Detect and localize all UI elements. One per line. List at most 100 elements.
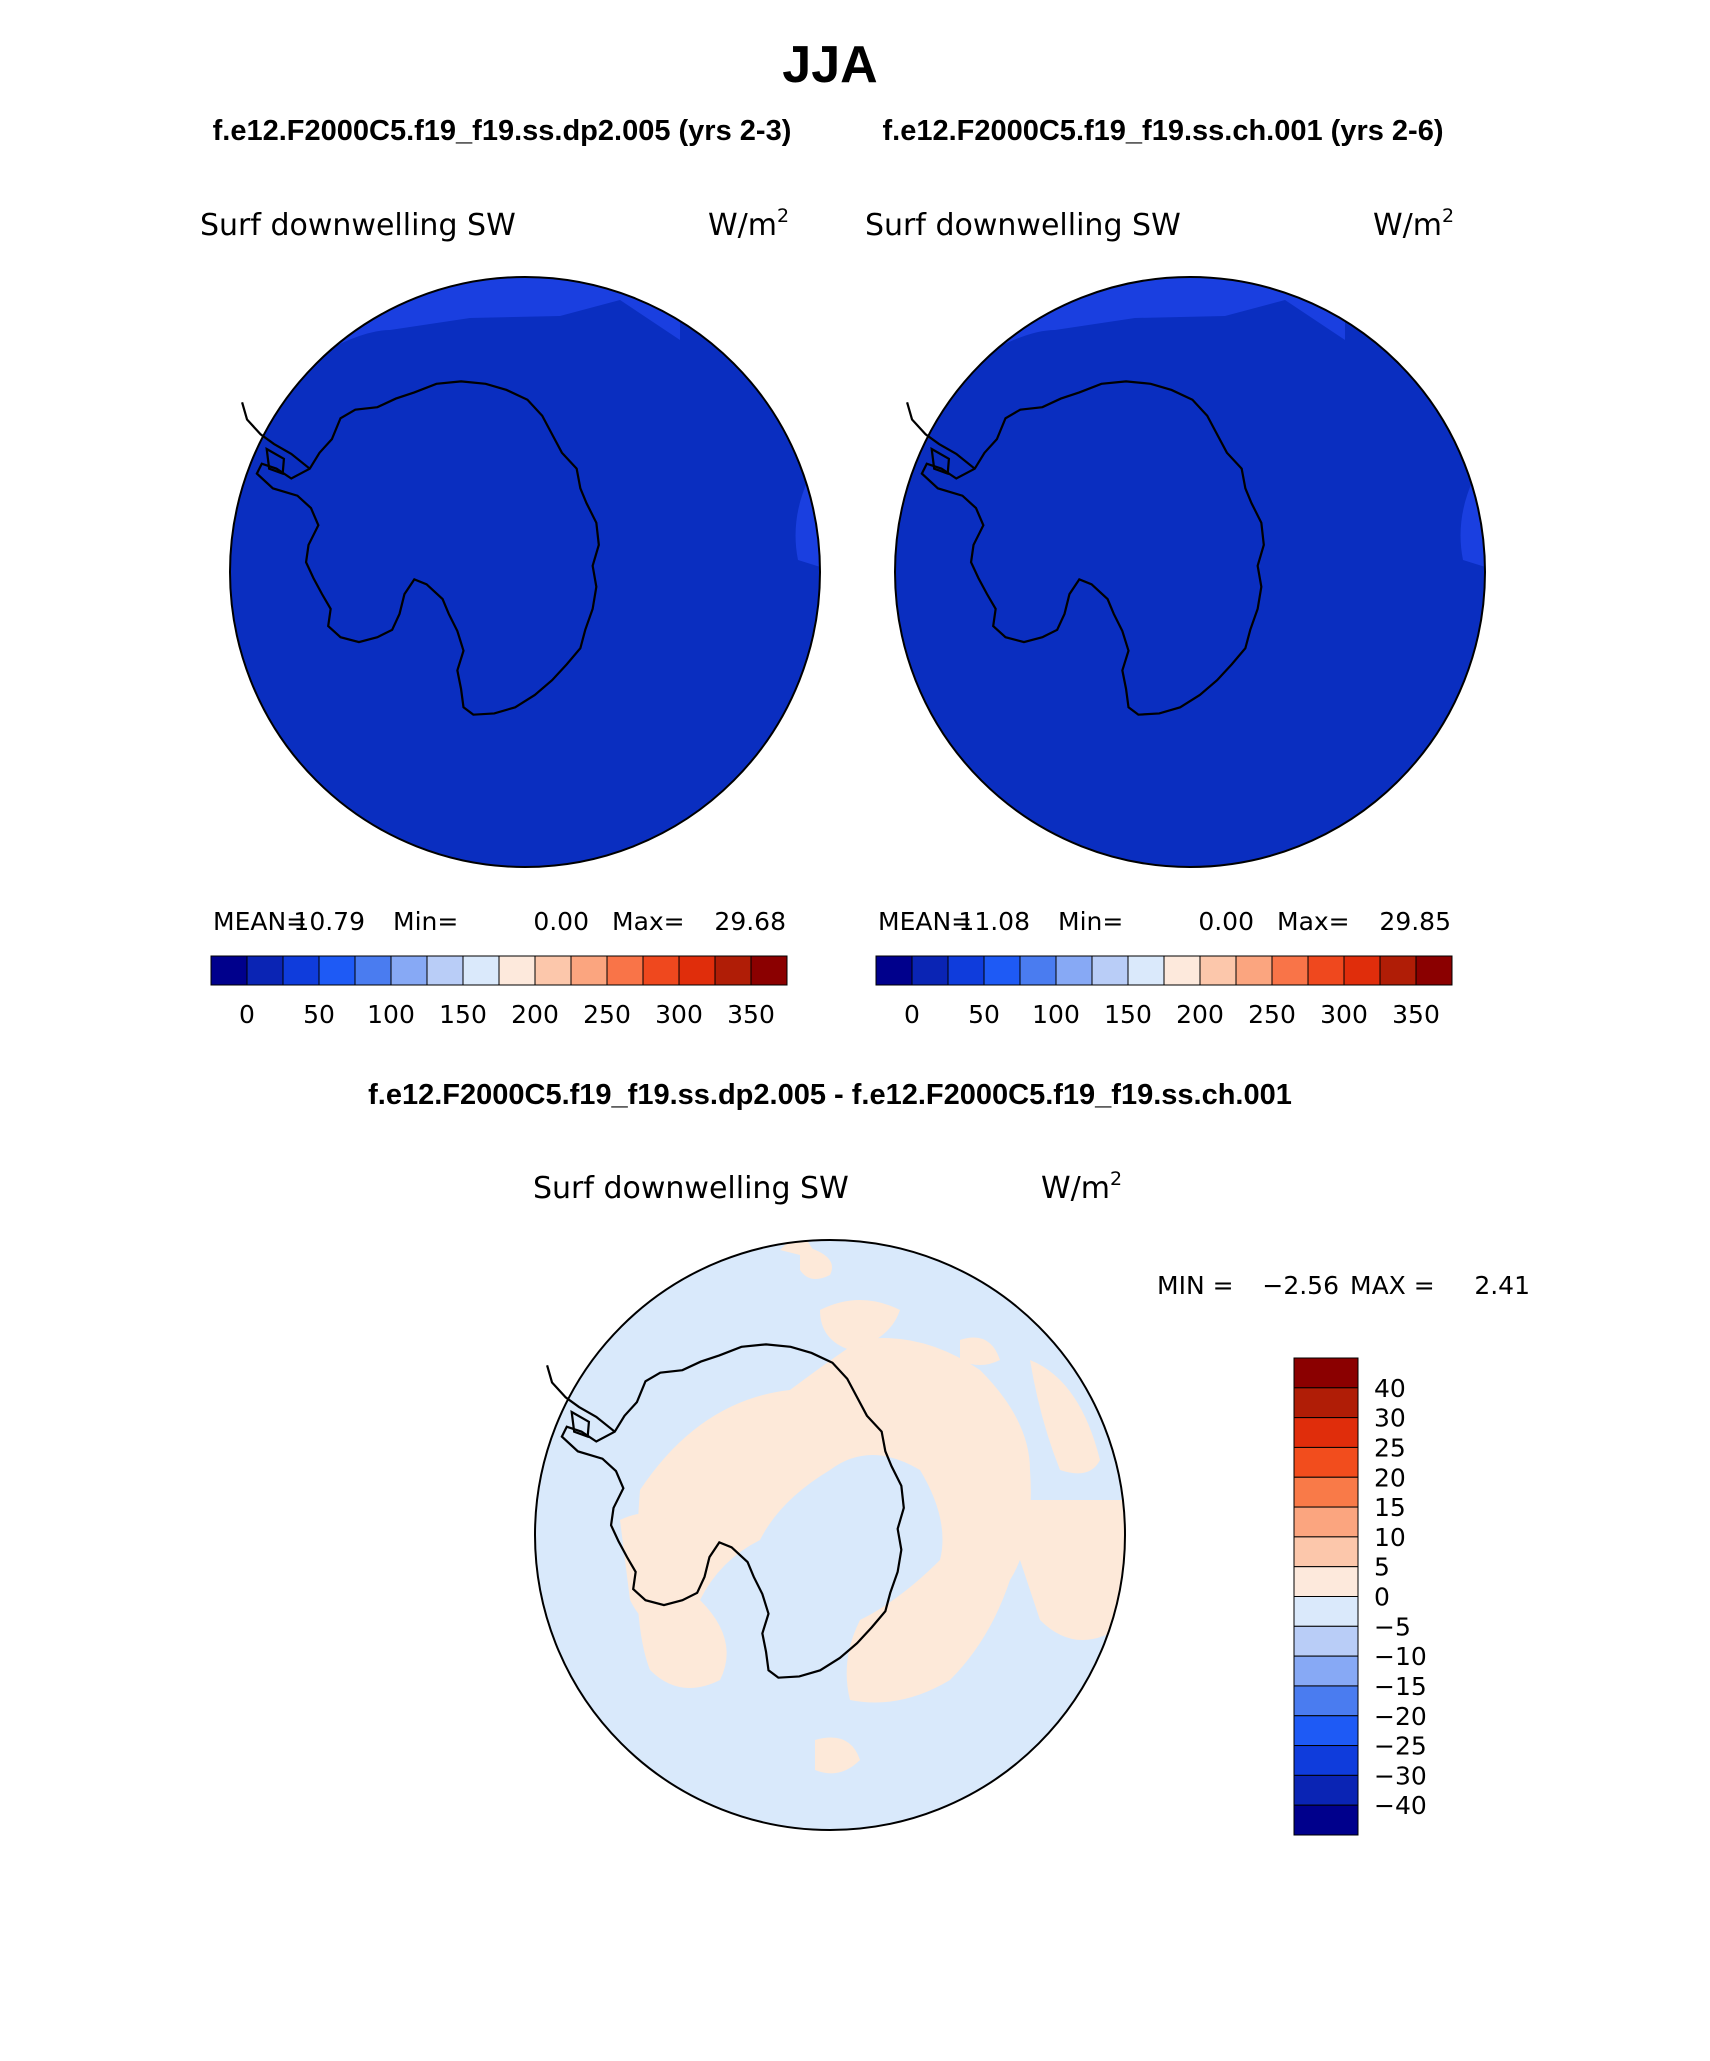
colorbar-swatch xyxy=(462,955,500,986)
legend-label: 25 xyxy=(1374,1433,1406,1462)
colorbar-tick-label: 300 xyxy=(1320,1000,1368,1029)
colorbar-tick-label: 200 xyxy=(1176,1000,1224,1029)
stats-line: MEAN= 11.08 Min= 0.00 Max= 29.85 xyxy=(878,907,1451,936)
colorbar-tick-label: 0 xyxy=(239,1000,255,1029)
colorbar-swatch xyxy=(1091,955,1129,986)
svg-text:11.08: 11.08 xyxy=(958,907,1030,936)
legend-swatch xyxy=(1293,1715,1359,1747)
svg-text:0.00: 0.00 xyxy=(533,907,589,936)
colorbar-tick-label: 150 xyxy=(439,1000,487,1029)
colorbar-swatch xyxy=(1271,955,1309,986)
colorbar-left: 0 50 100 150 200 250 300 350 xyxy=(210,955,788,1029)
legend-label: −15 xyxy=(1374,1672,1427,1701)
units-label: W/m2 xyxy=(708,205,789,243)
legend-swatch xyxy=(1293,1804,1359,1836)
svg-text:MIN =: MIN = xyxy=(1157,1271,1234,1300)
legend-label: −10 xyxy=(1374,1642,1427,1671)
colorbar-swatch xyxy=(246,955,284,986)
map-field xyxy=(895,277,1485,867)
legend-label: −25 xyxy=(1374,1732,1427,1761)
legend-swatch xyxy=(1293,1476,1359,1508)
colorbar-tick-label: 300 xyxy=(655,1000,703,1029)
svg-text:MAX =: MAX = xyxy=(1350,1271,1435,1300)
map-border xyxy=(534,1239,1126,1831)
units-label: W/m2 xyxy=(1373,205,1454,243)
legend-label: 0 xyxy=(1374,1583,1390,1612)
colorbar-tick-label: 250 xyxy=(583,1000,631,1029)
colorbar-tick-label: 0 xyxy=(904,1000,920,1029)
legend-swatch xyxy=(1293,1745,1359,1776)
colorbar-swatch xyxy=(983,955,1021,986)
legend-label: 5 xyxy=(1374,1553,1390,1582)
colorbar-tick-label: 200 xyxy=(511,1000,559,1029)
legend-swatch xyxy=(1293,1655,1359,1687)
colorbar-swatch xyxy=(750,955,788,986)
legend-label: −40 xyxy=(1374,1791,1427,1820)
svg-text:MEAN=: MEAN= xyxy=(878,907,972,936)
colorbar-swatch xyxy=(1199,955,1237,986)
legend-swatch xyxy=(1293,1566,1359,1597)
colorbar-tick-label: 100 xyxy=(1032,1000,1080,1029)
map-field-edge-east xyxy=(1460,470,1485,570)
legend-swatch xyxy=(1293,1357,1359,1389)
colorbar-tick-label: 250 xyxy=(1248,1000,1296,1029)
legend-label: −20 xyxy=(1374,1702,1427,1731)
map-field-edge-east xyxy=(795,470,820,570)
colorbar-tick-label: 50 xyxy=(303,1000,335,1029)
colorbar-tick-label: 50 xyxy=(968,1000,1000,1029)
colorbar-swatch xyxy=(1307,955,1345,986)
colorbar-swatch xyxy=(642,955,680,986)
variable-label: Surf downwelling SW xyxy=(533,1171,849,1206)
colorbar-swatch xyxy=(1019,955,1057,986)
legend-swatch xyxy=(1293,1774,1359,1806)
map-panel-right: Surf downwelling SW W/m2 MEAN= 11.08 Min… xyxy=(865,205,1486,1029)
colorbar-swatch xyxy=(1415,955,1453,986)
colorbar-swatch xyxy=(911,955,949,986)
variable-label: Surf downwelling SW xyxy=(200,208,516,243)
legend-swatch xyxy=(1293,1625,1359,1657)
legend-label: −5 xyxy=(1374,1612,1411,1641)
legend-label: −30 xyxy=(1374,1761,1427,1790)
svg-text:10.79: 10.79 xyxy=(293,907,365,936)
colorbar-swatch xyxy=(318,955,356,986)
colorbar-swatch xyxy=(1343,955,1381,986)
colorbar-swatch xyxy=(426,955,464,986)
map-panel-diff: Surf downwelling SW W/m2 MIN = −2.56 MA xyxy=(533,1168,1530,1836)
legend-label: 10 xyxy=(1374,1523,1406,1552)
svg-text:Max=: Max= xyxy=(1277,907,1350,936)
svg-text:2.41: 2.41 xyxy=(1474,1271,1530,1300)
variable-label: Surf downwelling SW xyxy=(865,208,1181,243)
colorbar-swatch xyxy=(354,955,392,986)
map-field xyxy=(230,277,820,867)
colorbar-swatch xyxy=(714,955,752,986)
svg-text:29.68: 29.68 xyxy=(714,907,786,936)
colorbar-right: 0 50 100 150 200 250 300 350 xyxy=(875,955,1453,1029)
subtitle-right: f.e12.F2000C5.f19_f19.ss.ch.001 (yrs 2-6… xyxy=(882,115,1443,147)
colorbar-swatch xyxy=(1379,955,1417,986)
colorbar-swatch xyxy=(282,955,320,986)
colorbar-swatch xyxy=(498,955,536,986)
legend-swatch xyxy=(1293,1417,1359,1448)
svg-text:MEAN=: MEAN= xyxy=(213,907,307,936)
figure-title: JJA xyxy=(782,36,877,94)
legend-label: 15 xyxy=(1374,1493,1406,1522)
colorbar-swatch xyxy=(1055,955,1093,986)
colorbar-swatch xyxy=(1235,955,1273,986)
colorbar-swatch xyxy=(570,955,608,986)
diff-positive-regions xyxy=(620,1240,1125,1774)
colorbar-tick-label: 150 xyxy=(1104,1000,1152,1029)
colorbar-swatch xyxy=(1163,955,1201,986)
svg-text:Min=: Min= xyxy=(393,907,458,936)
units-label: W/m2 xyxy=(1041,1168,1122,1206)
legend-label: 40 xyxy=(1374,1374,1406,1403)
colorbar-tick-label: 350 xyxy=(1392,1000,1440,1029)
subtitle-left: f.e12.F2000C5.f19_f19.ss.dp2.005 (yrs 2-… xyxy=(213,115,792,147)
legend-swatch xyxy=(1293,1596,1359,1627)
diff-title: f.e12.F2000C5.f19_f19.ss.dp2.005 - f.e12… xyxy=(368,1079,1292,1111)
map-border xyxy=(894,276,1486,868)
colorbar-swatch xyxy=(606,955,644,986)
legend-label: 20 xyxy=(1374,1463,1406,1492)
svg-text:29.85: 29.85 xyxy=(1379,907,1451,936)
colorbar-tick-label: 100 xyxy=(367,1000,415,1029)
